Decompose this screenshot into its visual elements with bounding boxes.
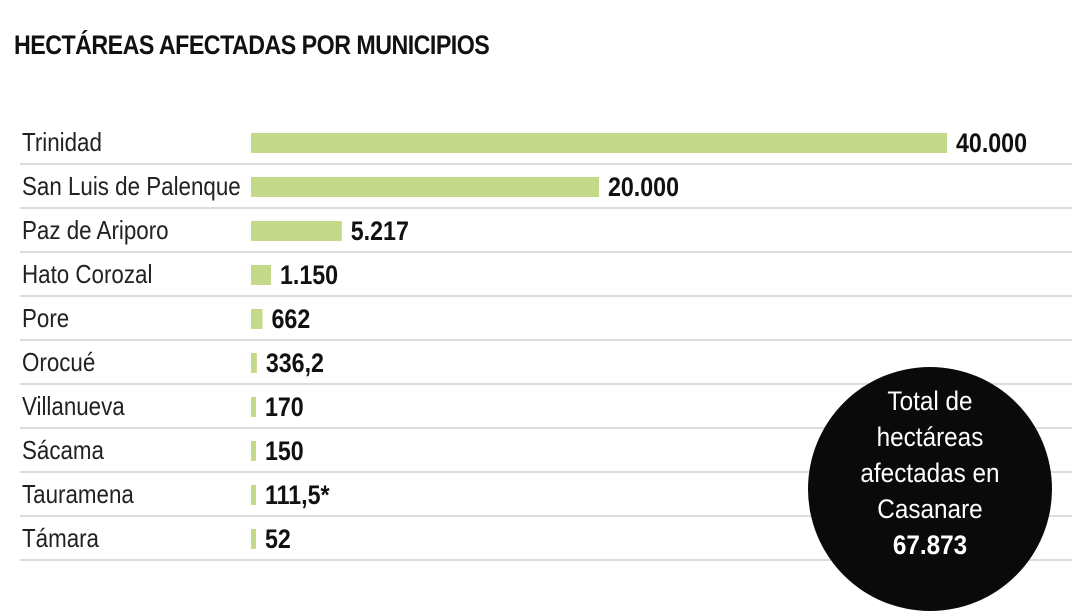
- category-label: Pore: [22, 304, 69, 333]
- total-badge: Total de hectáreas afectadas en Casanare…: [808, 367, 1052, 611]
- total-line-1: Total de: [887, 386, 973, 416]
- value-label: 52: [265, 524, 291, 554]
- category-label: Tauramena: [22, 480, 134, 509]
- bar-chart: Trinidad 40.000 San Luis de Palenque 20.000…: [20, 128, 1072, 561]
- category-label: Paz de Ariporo: [22, 216, 169, 245]
- value-label: 111,5*: [265, 480, 330, 510]
- total-value: 67.873: [892, 530, 968, 560]
- bar: [251, 177, 599, 197]
- bar: [251, 265, 272, 285]
- category-label: Villanueva: [22, 392, 125, 421]
- value-label: 40.000: [956, 128, 1027, 158]
- category-label: Támara: [22, 524, 99, 553]
- total-line-2: hectáreas: [876, 422, 984, 452]
- bar: [251, 353, 257, 373]
- bar: [251, 529, 256, 549]
- value-label: 170: [265, 392, 304, 422]
- bar: [251, 221, 342, 241]
- value-label: 336,2: [266, 348, 324, 378]
- bar: [251, 309, 263, 329]
- category-label: Sácama: [22, 436, 104, 465]
- chart-title: HECTÁREAS AFECTADAS POR MUNICIPIOS: [14, 30, 490, 60]
- bar: [251, 397, 256, 417]
- category-label: Trinidad: [22, 128, 102, 157]
- total-line-4: Casanare: [877, 494, 983, 524]
- total-text: Total de hectáreas afectadas en Casanare…: [820, 383, 1040, 563]
- value-label: 662: [272, 304, 311, 334]
- value-label: 20.000: [608, 172, 679, 202]
- bar: [251, 485, 256, 505]
- value-label: 150: [265, 436, 304, 466]
- bar: [251, 441, 256, 461]
- value-label: 5.217: [351, 216, 409, 246]
- bar: [251, 133, 947, 153]
- category-label: Orocué: [22, 348, 95, 377]
- category-label: San Luis de Palenque: [22, 172, 241, 201]
- value-label: 1.150: [280, 260, 338, 290]
- total-line-3: afectadas en: [860, 458, 1000, 488]
- category-label: Hato Corozal: [22, 260, 152, 289]
